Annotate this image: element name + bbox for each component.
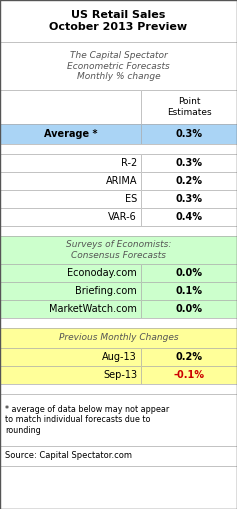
Bar bbox=[0, 236, 237, 264]
Bar bbox=[0, 208, 141, 226]
Bar bbox=[141, 348, 237, 366]
Text: -0.1%: -0.1% bbox=[173, 370, 205, 380]
Bar bbox=[141, 90, 237, 124]
Bar bbox=[0, 42, 237, 90]
Text: Previous Monthly Changes: Previous Monthly Changes bbox=[59, 333, 178, 343]
Bar bbox=[0, 154, 141, 172]
Bar bbox=[0, 282, 141, 300]
Bar bbox=[0, 144, 237, 154]
Bar bbox=[0, 300, 141, 318]
Bar bbox=[141, 366, 237, 384]
Bar bbox=[141, 264, 237, 282]
Text: Point
Estimates: Point Estimates bbox=[167, 97, 211, 117]
Text: 0.2%: 0.2% bbox=[176, 352, 202, 362]
Bar bbox=[0, 190, 141, 208]
Text: 0.0%: 0.0% bbox=[176, 304, 202, 314]
Bar bbox=[141, 366, 237, 384]
Bar bbox=[0, 226, 237, 236]
Text: Sep-13: Sep-13 bbox=[103, 370, 137, 380]
Text: Source: Capital Spectator.com: Source: Capital Spectator.com bbox=[5, 451, 132, 461]
Text: VAR-6: VAR-6 bbox=[108, 212, 137, 222]
Bar bbox=[0, 190, 141, 208]
Text: * average of data below may not appear
to match individual forecasts due to
roun: * average of data below may not appear t… bbox=[5, 405, 169, 435]
Text: R-2: R-2 bbox=[121, 158, 137, 168]
Bar bbox=[0, 446, 237, 466]
Bar bbox=[0, 282, 141, 300]
Bar bbox=[0, 366, 141, 384]
Text: 0.3%: 0.3% bbox=[176, 158, 202, 168]
Text: ARIMA: ARIMA bbox=[105, 176, 137, 186]
Bar bbox=[0, 208, 141, 226]
Bar bbox=[0, 0, 237, 42]
Text: Briefing.com: Briefing.com bbox=[75, 286, 137, 296]
Bar bbox=[0, 90, 141, 124]
Text: 0.3%: 0.3% bbox=[176, 129, 202, 139]
Text: 0.0%: 0.0% bbox=[176, 268, 202, 278]
Text: Surveys of Economists:
Consensus Forecasts: Surveys of Economists: Consensus Forecas… bbox=[66, 240, 171, 260]
Bar bbox=[141, 264, 237, 282]
Bar bbox=[141, 124, 237, 144]
Bar bbox=[141, 172, 237, 190]
Bar bbox=[0, 226, 237, 236]
Bar bbox=[0, 348, 141, 366]
Bar bbox=[141, 300, 237, 318]
Bar bbox=[0, 264, 141, 282]
Bar bbox=[0, 236, 237, 264]
Bar bbox=[141, 190, 237, 208]
Bar bbox=[0, 394, 237, 446]
Text: Average *: Average * bbox=[44, 129, 97, 139]
Text: Aug-13: Aug-13 bbox=[102, 352, 137, 362]
Bar bbox=[0, 172, 141, 190]
Bar bbox=[141, 300, 237, 318]
Bar bbox=[0, 144, 237, 154]
Text: US Retail Sales
October 2013 Preview: US Retail Sales October 2013 Preview bbox=[50, 10, 187, 32]
Bar bbox=[0, 0, 237, 42]
Bar bbox=[141, 172, 237, 190]
Bar bbox=[0, 348, 141, 366]
Bar bbox=[141, 282, 237, 300]
Bar bbox=[0, 328, 237, 348]
Bar bbox=[0, 172, 141, 190]
Bar bbox=[0, 384, 237, 394]
Bar bbox=[141, 190, 237, 208]
Bar bbox=[0, 154, 141, 172]
Bar bbox=[0, 446, 237, 466]
Bar bbox=[0, 264, 141, 282]
Text: Econoday.com: Econoday.com bbox=[67, 268, 137, 278]
Bar bbox=[141, 208, 237, 226]
Bar bbox=[0, 42, 237, 90]
Bar bbox=[0, 124, 141, 144]
Bar bbox=[0, 366, 141, 384]
Bar bbox=[0, 318, 237, 328]
Bar bbox=[141, 154, 237, 172]
Text: 0.3%: 0.3% bbox=[176, 194, 202, 204]
Bar bbox=[0, 124, 141, 144]
Bar bbox=[0, 328, 237, 348]
Bar bbox=[141, 90, 237, 124]
Bar bbox=[141, 124, 237, 144]
Bar bbox=[141, 348, 237, 366]
Bar bbox=[0, 90, 141, 124]
Text: ES: ES bbox=[125, 194, 137, 204]
Text: The Capital Spectator
Econometric Forecasts
Monthly % change: The Capital Spectator Econometric Foreca… bbox=[67, 51, 170, 81]
Bar bbox=[141, 154, 237, 172]
Text: 0.4%: 0.4% bbox=[176, 212, 202, 222]
Bar bbox=[0, 394, 237, 446]
Bar bbox=[0, 300, 141, 318]
Bar bbox=[0, 318, 237, 328]
Bar bbox=[0, 384, 237, 394]
Bar bbox=[141, 282, 237, 300]
Text: 0.2%: 0.2% bbox=[176, 176, 202, 186]
Text: MarketWatch.com: MarketWatch.com bbox=[49, 304, 137, 314]
Text: 0.1%: 0.1% bbox=[176, 286, 202, 296]
Bar bbox=[141, 208, 237, 226]
